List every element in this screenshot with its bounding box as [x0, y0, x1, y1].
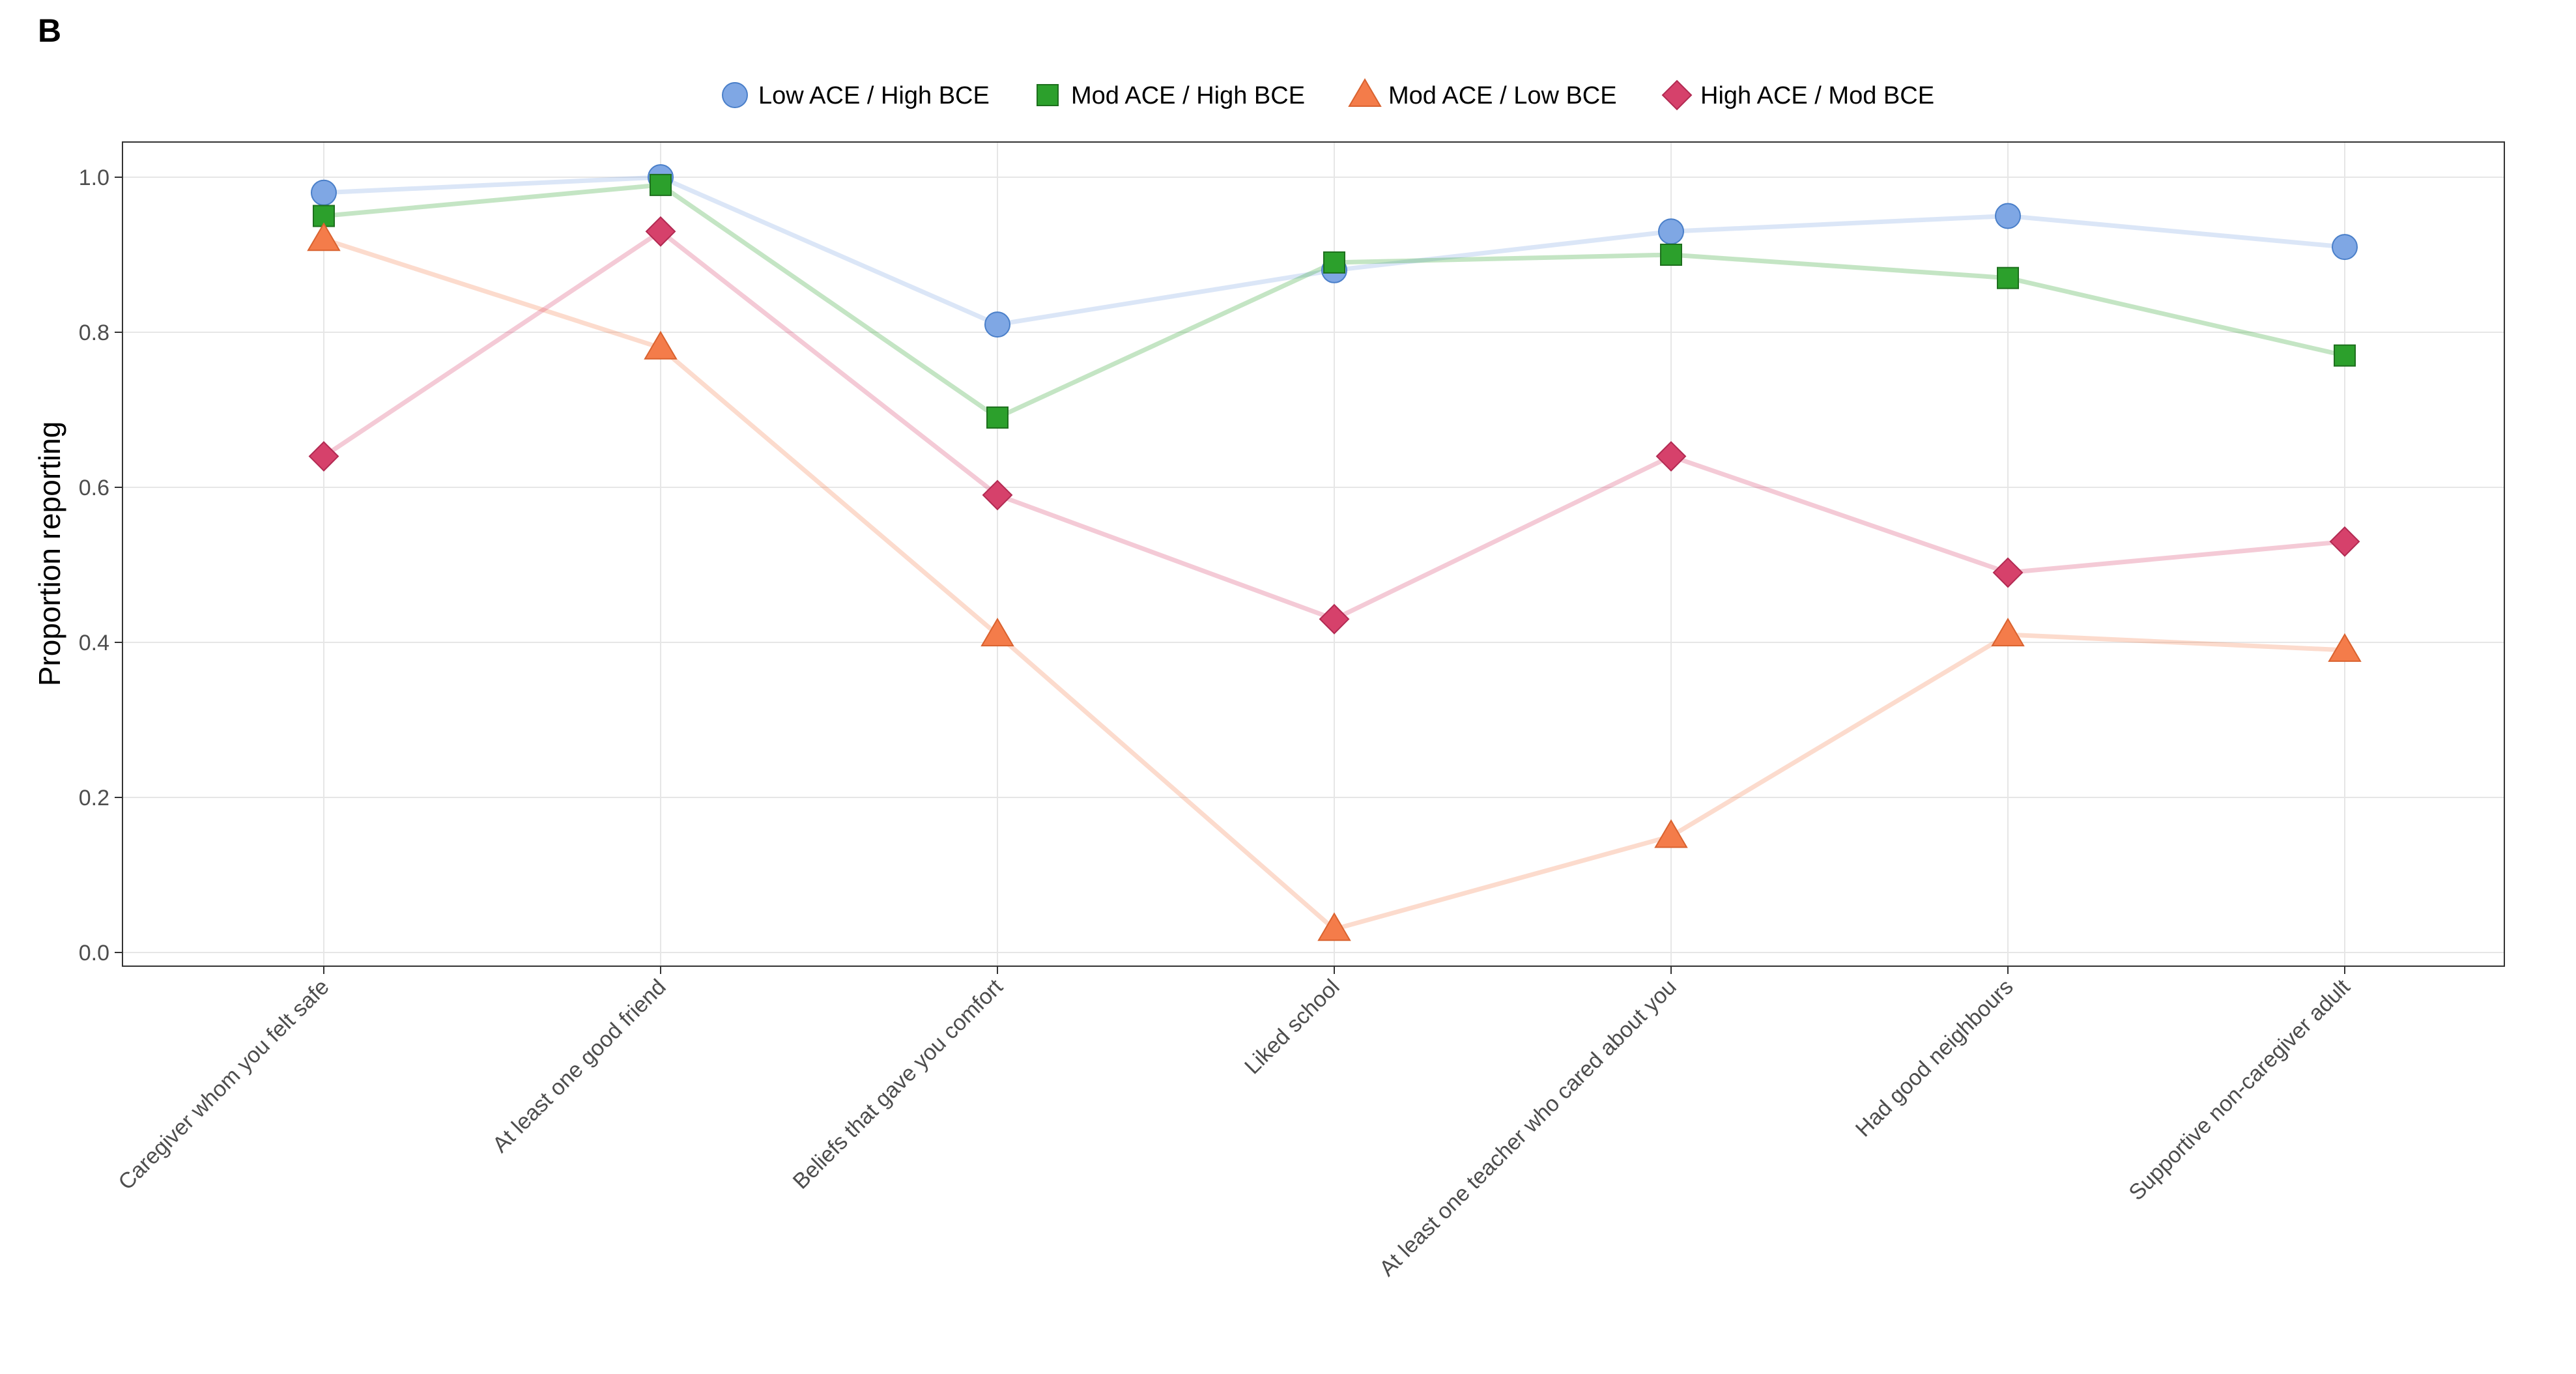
point-mod-ace-high-bce-supportive-non-caregiver-adult [2334, 344, 2356, 367]
x-tick-label-at-least-one-teacher-who-cared-about-you: At least one teacher who cared about you [1375, 975, 1682, 1281]
y-tick-label-0: 0.0 [79, 941, 109, 966]
panel-label: B [38, 12, 62, 49]
legend: Low ACE / High BCE Mod ACE / High BCE Mod … [722, 78, 1934, 111]
point-low-ace-high-bce-had-good-neighbours [1995, 203, 2021, 229]
point-high-ace-mod-bce-beliefs-that-gave-you-comfort [982, 479, 1013, 511]
legend-item-high-ace-mod-bce: High ACE / Mod BCE [1661, 79, 1934, 111]
legend-label-high-ace-mod-bce: High ACE / Mod BCE [1700, 82, 1934, 109]
y-tick-label-2: 0.4 [79, 631, 109, 655]
point-high-ace-mod-bce-caregiver-whom-you-felt-safe [308, 440, 339, 472]
series-markers [307, 164, 2362, 941]
point-mod-ace-high-bce-had-good-neighbours [1997, 266, 2019, 289]
legend-label-mod-ace-high-bce: Mod ACE / High BCE [1071, 82, 1305, 109]
x-tick-label-had-good-neighbours: Had good neighbours [1851, 975, 2018, 1142]
point-mod-ace-low-bce-beliefs-that-gave-you-comfort [980, 618, 1014, 647]
point-high-ace-mod-bce-liked-school [1319, 603, 1350, 635]
y-tick-label-3: 0.6 [79, 476, 109, 500]
y-tick-label-4: 0.8 [79, 321, 109, 345]
point-high-ace-mod-bce-at-least-one-good-friend [645, 216, 676, 247]
y-tick-label-1: 0.2 [79, 786, 109, 810]
legend-key-mod-ace-low-bce [1348, 78, 1382, 107]
point-high-ace-mod-bce-at-least-one-teacher-who-cared-about-you [1655, 440, 1687, 472]
legend-item-low-ace-high-bce: Low ACE / High BCE [722, 82, 990, 109]
point-low-ace-high-bce-at-least-one-teacher-who-cared-about-you [1658, 218, 1684, 245]
y-tick-label-5: 1.0 [79, 165, 109, 190]
point-low-ace-high-bce-caregiver-whom-you-felt-safe [311, 179, 337, 206]
legend-key-high-ace-mod-bce [1661, 79, 1693, 111]
point-low-ace-high-bce-supportive-non-caregiver-adult [2332, 234, 2358, 261]
point-mod-ace-high-bce-beliefs-that-gave-you-comfort [986, 406, 1009, 429]
point-mod-ace-low-bce-at-least-one-teacher-who-cared-about-you [1654, 819, 1688, 848]
point-mod-ace-low-bce-had-good-neighbours [1991, 618, 2025, 647]
legend-label-low-ace-high-bce: Low ACE / High BCE [758, 82, 990, 109]
point-mod-ace-low-bce-at-least-one-good-friend [644, 330, 678, 360]
x-tick-label-caregiver-whom-you-felt-safe: Caregiver whom you felt safe [113, 975, 334, 1195]
point-mod-ace-high-bce-liked-school [1323, 251, 1345, 274]
plot-border [122, 141, 2505, 967]
point-high-ace-mod-bce-had-good-neighbours [1992, 557, 2024, 588]
point-mod-ace-low-bce-supportive-non-caregiver-adult [2328, 633, 2362, 662]
x-tick-label-supportive-non-caregiver-adult: Supportive non-caregiver adult [2124, 974, 2355, 1205]
legend-key-low-ace-high-bce [722, 82, 748, 108]
point-high-ace-mod-bce-supportive-non-caregiver-adult [2329, 526, 2360, 557]
grid [122, 142, 2504, 966]
y-axis-title: Proportion reporting [33, 422, 66, 687]
x-tick-label-at-least-one-good-friend: At least one good friend [488, 975, 671, 1158]
x-axis: Caregiver whom you felt safe At least one… [113, 966, 2355, 1281]
legend-key-mod-ace-high-bce [1037, 84, 1059, 106]
y-axis: 0.0 0.2 0.4 0.6 0.8 1.0 [79, 165, 122, 966]
point-mod-ace-low-bce-caregiver-whom-you-felt-safe [307, 222, 341, 251]
legend-item-mod-ace-low-bce: Mod ACE / Low BCE [1348, 78, 1617, 109]
legend-item-mod-ace-high-bce: Mod ACE / High BCE [1037, 82, 1305, 109]
point-mod-ace-low-bce-liked-school [1317, 912, 1351, 941]
x-tick-label-beliefs-that-gave-you-comfort: Beliefs that gave you comfort [788, 974, 1008, 1194]
x-tick-label-liked-school: Liked school [1240, 975, 1345, 1080]
point-mod-ace-high-bce-at-least-one-good-friend [650, 173, 672, 196]
legend-label-mod-ace-low-bce: Mod ACE / Low BCE [1388, 82, 1617, 109]
point-mod-ace-high-bce-at-least-one-teacher-who-cared-about-you [1660, 244, 1682, 266]
point-low-ace-high-bce-beliefs-that-gave-you-comfort [984, 311, 1010, 338]
